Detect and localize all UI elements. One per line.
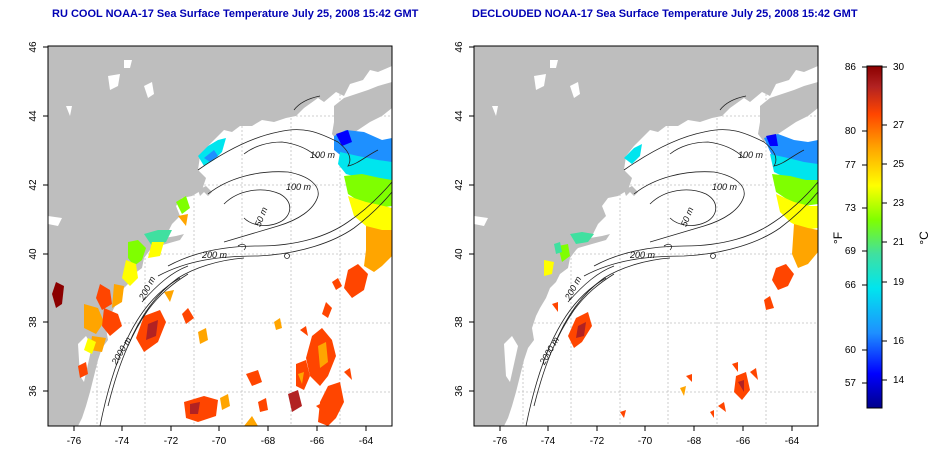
x-tick-label: -74 — [115, 436, 130, 447]
fahrenheit-tick: 80 — [845, 126, 857, 137]
colorbar: 86 80 77 73 69 66 60 57 30 27 25 23 21 1… — [831, 62, 931, 409]
x-tick-label: -70 — [638, 436, 653, 447]
y-tick-label: 38 — [28, 316, 39, 328]
fahrenheit-tick: 73 — [845, 203, 857, 214]
y-tick-label: 38 — [454, 316, 465, 328]
fahrenheit-tick: 77 — [845, 160, 857, 171]
y-tick-label: 40 — [454, 248, 465, 260]
celsius-tick: 16 — [893, 336, 905, 347]
axes-declouded: -76 -74 -72 -70 -68 -66 -64 36 38 40 42 … — [454, 41, 800, 447]
axes-raw: -76 -74 -72 -70 -68 -66 -64 36 38 40 42 … — [28, 41, 374, 447]
y-tick-label: 36 — [28, 385, 39, 397]
x-tick-label: -70 — [212, 436, 227, 447]
contour-label: 100 m — [738, 150, 764, 160]
panel-title-declouded: DECLOUDED NOAA-17 Sea Surface Temperatur… — [472, 8, 858, 20]
contour-label: 100 m — [286, 182, 312, 192]
y-tick-label: 44 — [454, 110, 465, 122]
y-tick-label: 36 — [454, 385, 465, 397]
x-tick-label: -66 — [310, 436, 325, 447]
map-panel-raw: 100 m 100 m 50 m 200 m 200 m 2000 m — [47, 45, 393, 427]
fahrenheit-tick: 86 — [845, 62, 857, 73]
celsius-tick: 23 — [893, 198, 905, 209]
colorbar-gradient — [866, 65, 883, 409]
fahrenheit-tick: 57 — [845, 378, 857, 389]
fahrenheit-tick: 60 — [845, 345, 857, 356]
y-tick-label: 40 — [28, 248, 39, 260]
panel-title-raw: RU COOL NOAA-17 Sea Surface Temperature … — [52, 8, 419, 20]
contour-label: 200 m — [201, 250, 228, 260]
y-tick-label: 42 — [454, 179, 465, 191]
celsius-tick: 30 — [893, 62, 905, 73]
y-tick-label: 42 — [28, 179, 39, 191]
x-tick-label: -64 — [359, 436, 374, 447]
celsius-tick: 14 — [893, 375, 905, 386]
fahrenheit-tick: 66 — [845, 280, 857, 291]
x-tick-label: -76 — [67, 436, 82, 447]
x-tick-label: -66 — [736, 436, 751, 447]
celsius-tick: 21 — [893, 237, 905, 248]
x-tick-label: -76 — [493, 436, 508, 447]
celsius-tick: 27 — [893, 120, 905, 131]
x-tick-label: -72 — [590, 436, 605, 447]
sst-pixels-raw — [52, 130, 392, 426]
celsius-tick: 19 — [893, 277, 905, 288]
y-tick-label: 46 — [454, 41, 465, 53]
contour-label: 200 m — [629, 250, 656, 260]
map-panel-declouded: 100 m 100 m 50 m 200 m 200 m 2000 m — [473, 45, 819, 427]
x-tick-label: -68 — [261, 436, 276, 447]
contour-label: 100 m — [712, 182, 738, 192]
fahrenheit-tick: 69 — [845, 246, 857, 257]
contour-label: 100 m — [310, 150, 336, 160]
x-tick-label: -74 — [541, 436, 556, 447]
x-tick-label: -64 — [785, 436, 800, 447]
celsius-tick: 25 — [893, 159, 905, 170]
y-tick-label: 46 — [28, 41, 39, 53]
fahrenheit-label: °F — [831, 232, 845, 244]
sst-pixels-declouded — [544, 134, 818, 418]
x-tick-label: -72 — [164, 436, 179, 447]
celsius-label: °C — [917, 231, 931, 245]
x-tick-label: -68 — [687, 436, 702, 447]
y-tick-label: 44 — [28, 110, 39, 122]
